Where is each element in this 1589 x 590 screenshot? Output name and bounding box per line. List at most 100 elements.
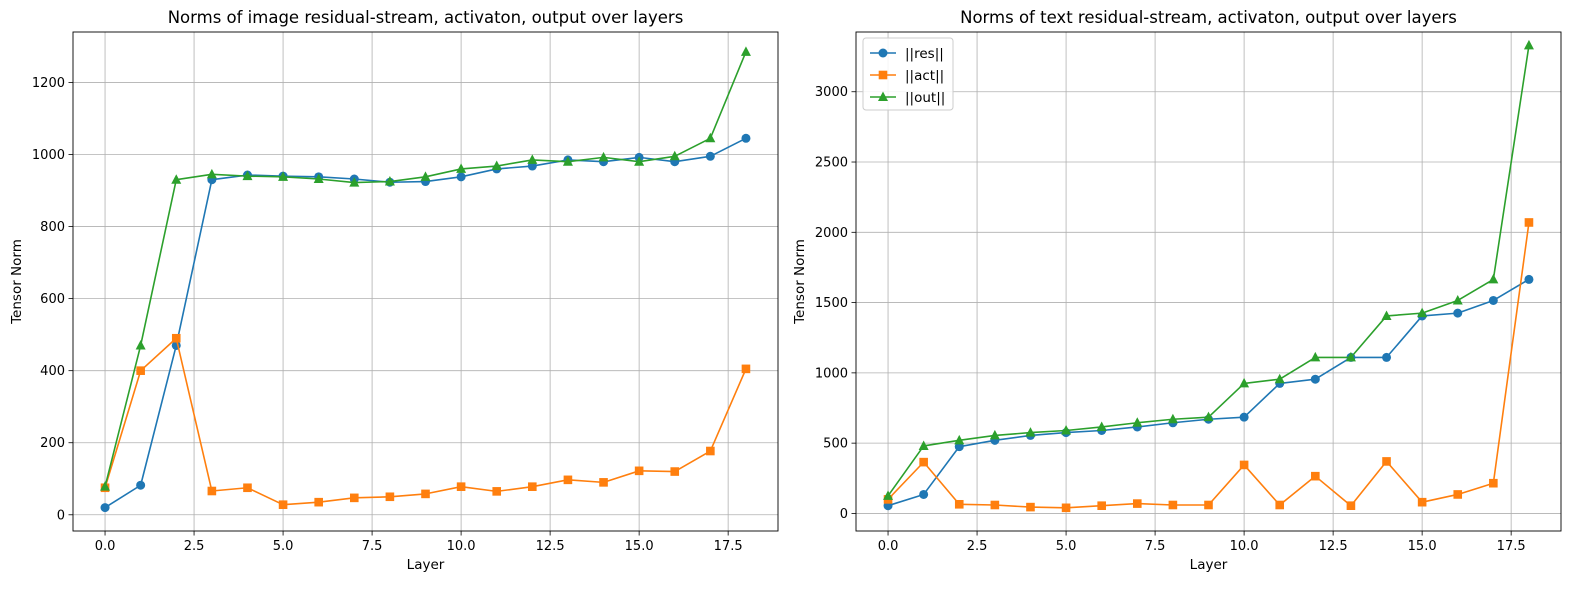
legend-label: ||res|| (905, 46, 944, 62)
legend: ||res|| ||act|| ||out|| (862, 37, 954, 111)
y-tick-label: 0 (57, 508, 65, 523)
data-point-triangle (989, 429, 1000, 440)
x-tick-label: 12.5 (1319, 539, 1348, 554)
data-point-square (1168, 500, 1178, 510)
data-point-square (421, 489, 430, 499)
x-axis-label: Layer (1190, 557, 1228, 573)
y-tick-label: 1200 (32, 76, 65, 91)
series-line (887, 222, 1530, 509)
data-point-square (1097, 501, 1106, 510)
y-tick-label: 1000 (32, 148, 65, 163)
x-tick-label: 17.5 (1497, 539, 1526, 554)
data-point-square (385, 492, 395, 502)
data-point-square (349, 493, 359, 503)
data-point-triangle (349, 177, 360, 187)
data-point-triangle (1167, 413, 1178, 424)
data-point-square (1453, 490, 1463, 499)
data-point-triangle (1417, 307, 1428, 318)
data-point-square (1132, 499, 1142, 508)
data-point-triangle (1381, 310, 1392, 320)
data-point-square (1524, 218, 1534, 227)
data-point-circle (1382, 352, 1392, 362)
data-point-square (954, 499, 964, 509)
data-point-square (1026, 502, 1035, 512)
data-point-square (670, 467, 680, 476)
x-tick-label: 12.5 (536, 539, 565, 554)
data-point-circle (705, 151, 715, 161)
y-axis-label: Tensor Norm (792, 239, 808, 325)
data-point-square (599, 478, 608, 487)
data-point-square (1204, 500, 1213, 510)
data-point-triangle (562, 156, 573, 166)
data-point-square (919, 457, 928, 467)
data-point-square (1489, 478, 1498, 488)
data-point-square (1417, 497, 1427, 507)
data-point-triangle (135, 339, 146, 350)
data-point-triangle (1203, 411, 1214, 422)
x-axis-label: Layer (407, 557, 445, 573)
data-point-triangle (100, 481, 111, 491)
data-point-circle (919, 489, 929, 499)
x-tick-label: 15.0 (1408, 539, 1437, 554)
data-point-square (634, 466, 644, 476)
series-line (887, 278, 1530, 507)
data-point-triangle (527, 154, 538, 164)
y-tick-label: 600 (40, 292, 65, 307)
data-point-triangle (171, 174, 182, 184)
data-point-triangle (206, 168, 217, 179)
data-point-square (1346, 501, 1356, 510)
y-tick-label: 2000 (815, 226, 848, 241)
data-point-triangle (1274, 373, 1285, 384)
legend-swatch-marker (878, 48, 888, 58)
data-point-square (171, 333, 181, 343)
data-point-circle (136, 480, 146, 490)
data-point-triangle (313, 173, 324, 183)
chart-title: Norms of text residual-stream, activaton… (960, 8, 1457, 27)
data-point-triangle (634, 156, 645, 166)
x-tick-label: 15.0 (625, 539, 654, 554)
data-point-triangle (1523, 39, 1534, 50)
data-point-square (1061, 503, 1071, 513)
data-point-triangle (456, 163, 467, 173)
data-point-square (1311, 471, 1320, 481)
data-point-circle (1488, 295, 1498, 305)
data-point-square (990, 500, 1000, 510)
y-tick-label: 0 (840, 507, 848, 522)
y-tick-label: 400 (40, 364, 65, 379)
data-point-circle (1524, 274, 1534, 284)
x-tick-label: 17.5 (714, 539, 743, 554)
x-tick-label: 10.0 (447, 539, 476, 554)
data-point-triangle (883, 490, 894, 500)
data-point-square (136, 366, 145, 375)
x-tick-label: 0.0 (95, 539, 116, 554)
axes-frame (72, 31, 779, 532)
data-point-circle (954, 442, 964, 452)
series-line (104, 337, 747, 506)
series-line (104, 137, 747, 509)
data-point-triangle (918, 440, 929, 450)
y-tick-label: 1500 (815, 296, 848, 311)
data-point-triangle (598, 151, 609, 162)
data-point-square (706, 446, 715, 456)
legend-swatch-marker (878, 91, 888, 101)
data-point-square (1239, 460, 1249, 470)
data-point-square (528, 482, 537, 491)
data-point-triangle (242, 170, 253, 181)
y-tick-label: 1000 (815, 366, 848, 381)
data-point-triangle (740, 46, 751, 56)
data-point-triangle (1132, 417, 1143, 427)
x-tick-label: 0.0 (878, 539, 899, 554)
data-point-square (207, 486, 217, 496)
data-point-square (741, 364, 751, 374)
x-tick-label: 7.5 (362, 539, 383, 554)
legend-swatch-marker (878, 70, 888, 80)
legend-label: ||out|| (905, 90, 945, 106)
data-point-triangle (1239, 377, 1250, 388)
data-point-triangle (954, 434, 965, 445)
chart-title: Norms of image residual-stream, activato… (168, 8, 684, 27)
y-tick-label: 3000 (815, 85, 848, 100)
data-point-square (1275, 500, 1285, 510)
data-point-triangle (705, 132, 716, 143)
data-point-square (1382, 457, 1391, 466)
